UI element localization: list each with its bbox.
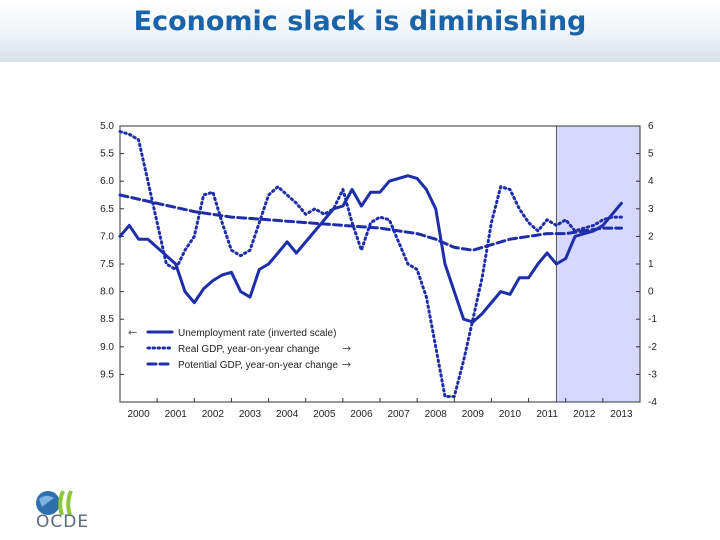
right-tick-label: 6 [648, 121, 654, 132]
x-tick-label: 2010 [499, 409, 522, 420]
left-tick-label: 6.0 [100, 176, 114, 187]
right-tick-label: -2 [648, 342, 657, 353]
right-tick-label: 4 [648, 176, 654, 187]
x-tick-label: 2005 [313, 409, 336, 420]
left-tick-label: 9.0 [100, 342, 114, 353]
logo-text: OCDE [36, 512, 90, 532]
right-tick-label: -3 [648, 369, 657, 380]
left-tick-label: 6.5 [100, 204, 114, 215]
right-tick-label: 2 [648, 231, 654, 242]
forecast-band [556, 126, 640, 402]
x-tick-label: 2003 [239, 409, 262, 420]
plot-layer: 5.0 5.5 6.0 6.5 7.0 7.5 8.0 8.5 9.0 9.5 6 5 4 3 2 1 0 -1 -… [100, 121, 657, 420]
legend-arrow: ← [128, 326, 137, 339]
left-tick-label: 5.0 [100, 121, 114, 132]
x-tick-label: 2009 [462, 409, 485, 420]
header-band [0, 0, 720, 62]
x-tick-label: 2013 [610, 409, 633, 420]
series-line-dotted [118, 130, 623, 398]
x-tick-label: 2012 [573, 409, 596, 420]
series-line-dashed [118, 193, 623, 252]
x-tick-label: 2001 [165, 409, 188, 420]
right-tick-label: 3 [648, 204, 654, 215]
right-tick-label: 0 [648, 287, 654, 298]
left-tick-label: 7.0 [100, 231, 114, 242]
left-tick-label: 5.5 [100, 149, 114, 160]
left-tick-label: 8.0 [100, 287, 114, 298]
left-tick-label: 8.5 [100, 314, 114, 325]
slide-title: Economic slack is diminishing [133, 6, 587, 37]
x-tick-label: 2007 [387, 409, 410, 420]
right-tick-label: -4 [648, 397, 657, 408]
legend-label: Real GDP, year-on-year change [178, 344, 320, 355]
x-tick-label: 2006 [350, 409, 373, 420]
right-tick-label: -1 [648, 314, 657, 325]
right-tick-label: 5 [648, 149, 654, 160]
x-tick-label: 2000 [127, 409, 150, 420]
x-tick-label: 2004 [276, 409, 299, 420]
legend-label: Potential GDP, year-on-year change [178, 360, 338, 371]
left-tick-label: 9.5 [100, 369, 114, 380]
legend-arrow: → [342, 342, 351, 355]
globe-icon [36, 490, 73, 516]
legend-arrow: → [342, 358, 351, 371]
right-tick-label: 1 [648, 259, 654, 270]
x-tick-label: 2008 [425, 409, 448, 420]
x-tick-label: 2011 [536, 409, 558, 420]
series-line-solid [118, 174, 623, 324]
x-tick-label: 2002 [202, 409, 225, 420]
legend-label: Unemployment rate (inverted scale) [178, 328, 336, 339]
left-tick-label: 7.5 [100, 259, 114, 270]
